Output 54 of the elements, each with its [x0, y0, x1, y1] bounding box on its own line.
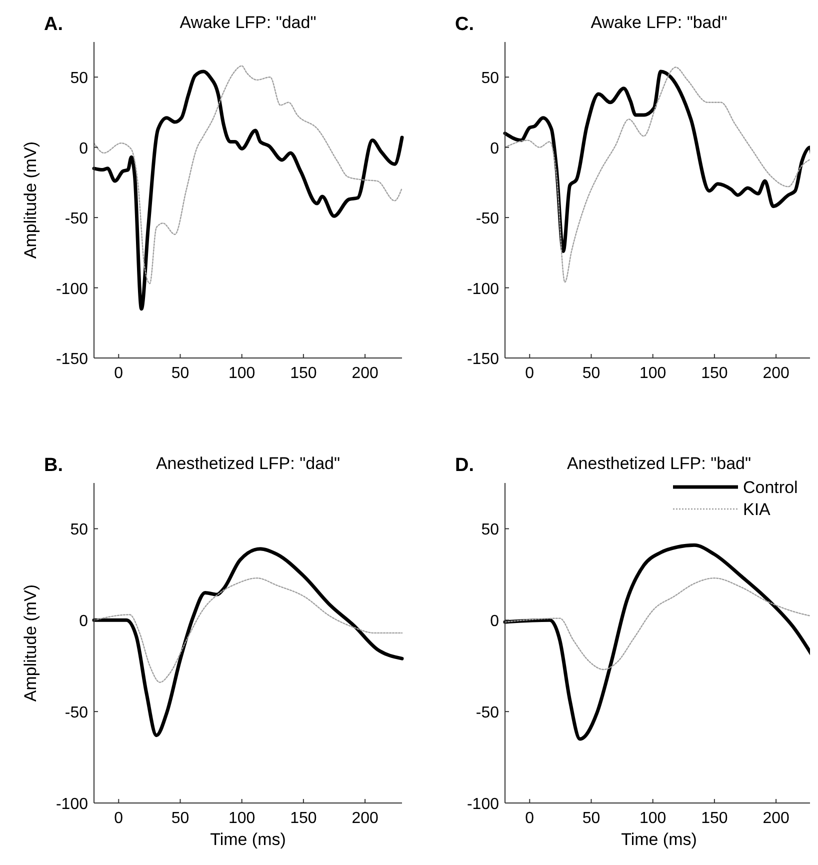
- y-tick-label: -150: [466, 351, 500, 368]
- x-tick-label: 200: [762, 810, 790, 827]
- y-tick-label: -100: [466, 796, 500, 813]
- x-tick-label: 50: [582, 810, 600, 827]
- legend-label: KIA: [743, 500, 772, 519]
- y-tick-label: 50: [70, 522, 88, 539]
- line-series: [92, 547, 404, 738]
- x-tick-label: 150: [290, 810, 317, 827]
- y-axis-title: Amplitude (mV): [21, 584, 40, 702]
- x-axis-title: Time (ms): [621, 830, 697, 849]
- x-tick-label: 0: [525, 810, 534, 827]
- x-tick-label: 200: [762, 365, 790, 382]
- text: D.: [455, 455, 474, 476]
- y-tick-label: 0: [79, 140, 88, 158]
- x-tick-label: 200: [352, 365, 378, 382]
- text: C.: [455, 14, 474, 35]
- y-tick-label: -100: [466, 280, 500, 298]
- line-series: [93, 577, 403, 683]
- y-tick-label: -50: [476, 210, 500, 228]
- text: A.: [44, 14, 63, 35]
- y-axis-title: Amplitude (mV): [21, 141, 40, 259]
- x-tick-label: 50: [582, 365, 600, 382]
- chart-title: Anesthetized LFP: "dad": [156, 454, 340, 473]
- x-tick-label: 50: [171, 810, 190, 827]
- legend-label: Control: [743, 478, 798, 497]
- y-tick-label: -50: [64, 210, 88, 228]
- y-tick-label: 50: [70, 70, 88, 88]
- x-tick-label: 100: [228, 365, 256, 382]
- chart-title: Anesthetized LFP: "bad": [566, 454, 752, 473]
- y-tick-label: 50: [481, 70, 500, 88]
- x-tick-label: 100: [639, 810, 666, 827]
- text: B.: [44, 455, 63, 476]
- chart-title: Awake LFP: "dad": [180, 13, 316, 32]
- x-tick-label: 0: [114, 365, 124, 382]
- x-tick-label: 100: [228, 810, 256, 827]
- x-tick-label: 0: [114, 810, 124, 827]
- x-axis-title: Time (ms): [210, 830, 286, 849]
- x-tick-label: 150: [290, 365, 317, 382]
- y-tick-label: -100: [56, 796, 88, 813]
- x-tick-label: 200: [352, 810, 378, 827]
- y-tick-label: 0: [490, 613, 500, 630]
- x-tick-label: 150: [701, 810, 728, 827]
- y-tick-label: 0: [490, 140, 500, 158]
- y-tick-label: -100: [56, 280, 88, 298]
- y-tick-label: -150: [56, 351, 88, 368]
- x-tick-label: 0: [525, 365, 534, 382]
- chart-title: Awake LFP: "bad": [590, 13, 728, 32]
- y-tick-label: -50: [64, 704, 88, 722]
- y-tick-label: 0: [79, 613, 88, 630]
- x-tick-label: 100: [639, 365, 666, 382]
- y-tick-label: 50: [481, 522, 500, 539]
- x-tick-label: 150: [701, 365, 728, 382]
- x-tick-label: 50: [171, 365, 190, 382]
- y-tick-label: -50: [476, 704, 500, 722]
